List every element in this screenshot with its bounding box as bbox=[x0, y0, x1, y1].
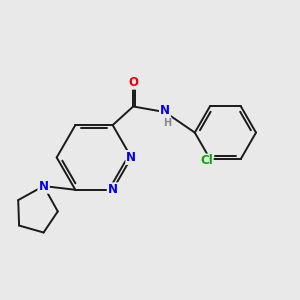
Text: O: O bbox=[128, 76, 138, 89]
Text: Cl: Cl bbox=[200, 154, 213, 167]
Text: N: N bbox=[39, 180, 49, 193]
Text: N: N bbox=[39, 180, 49, 193]
Text: N: N bbox=[108, 183, 118, 196]
Text: N: N bbox=[160, 104, 170, 117]
Text: H: H bbox=[163, 118, 171, 128]
Text: N: N bbox=[126, 151, 136, 164]
